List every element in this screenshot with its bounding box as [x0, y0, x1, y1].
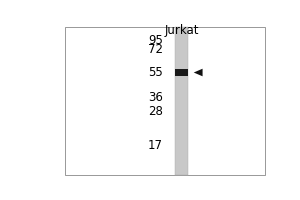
Text: 28: 28	[148, 105, 163, 118]
Text: 36: 36	[148, 91, 163, 104]
Text: 95: 95	[148, 34, 163, 47]
Polygon shape	[194, 69, 203, 76]
Text: 72: 72	[148, 43, 163, 56]
Bar	[175, 69, 188, 76]
Text: 17: 17	[148, 139, 163, 152]
Bar	[65, 27, 266, 175]
Text: Jurkat: Jurkat	[164, 24, 199, 37]
Text: 55: 55	[148, 66, 163, 79]
Bar	[175, 27, 188, 175]
